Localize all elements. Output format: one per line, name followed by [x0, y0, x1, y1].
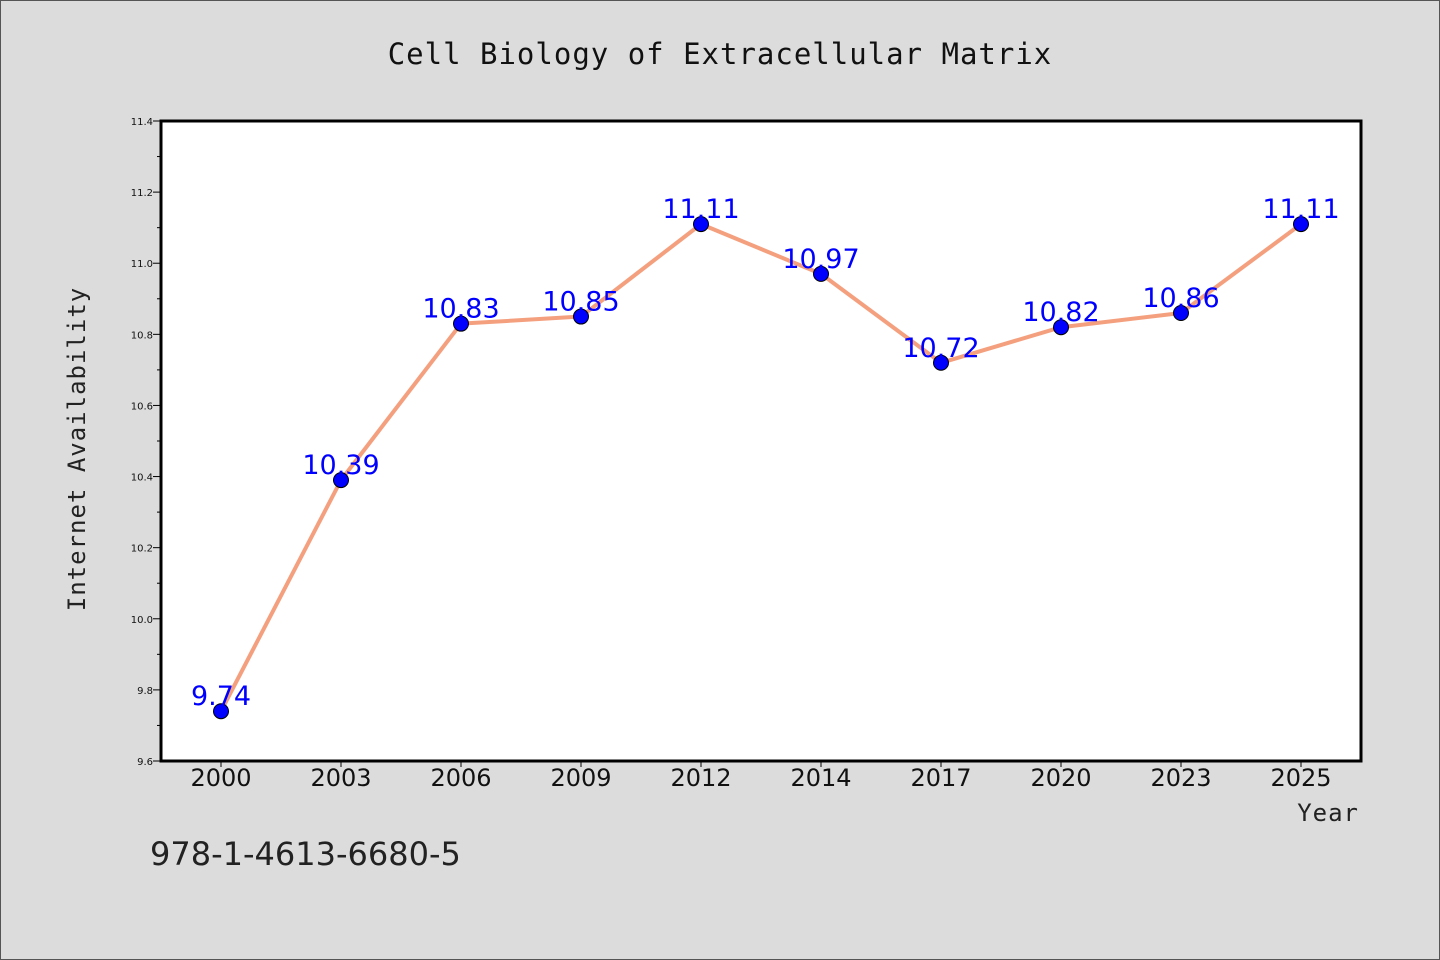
- chart-title: Cell Biology of Extracellular Matrix: [388, 37, 1053, 71]
- data-point: [333, 472, 349, 489]
- series-line: [219, 222, 1303, 714]
- data-label: 10.39: [302, 450, 379, 481]
- y-axis-label: Internet Availability: [63, 287, 91, 611]
- data-label: 10.72: [902, 333, 979, 364]
- data-labels: 9.74 10.39 10.83 10.85 11.11 10.97 10.72 10.82 1…: [191, 194, 1340, 712]
- y-tick-label: 10.2: [131, 544, 153, 555]
- y-tick-label: 10.8: [131, 330, 153, 341]
- x-tick-label: 2000: [190, 764, 251, 792]
- y-axis-ticks: 9.6 9.8 10.0 10.2 10.4 10.6 10.8 11.0 11.2 11.4: [131, 117, 161, 768]
- data-label: 10.82: [1022, 297, 1099, 328]
- y-tick-label: 11.0: [131, 259, 153, 270]
- data-label: 10.83: [422, 294, 499, 325]
- y-tick-label: 9.6: [137, 757, 153, 768]
- x-tick-label: 2012: [670, 764, 731, 792]
- x-tick-label: 2009: [550, 764, 611, 792]
- data-point: [1173, 305, 1189, 321]
- data-point: [1053, 319, 1069, 336]
- data-point: [813, 265, 829, 282]
- x-tick-label: 2017: [910, 764, 971, 792]
- x-axis-ticks: 2000 2003 2006 2009 2012 2014 2017 2020 2023 2025: [190, 761, 1332, 792]
- data-label: 11.11: [662, 194, 739, 225]
- data-label: 9.74: [191, 681, 251, 712]
- x-tick-label: 2006: [430, 764, 491, 792]
- isbn-footer: 978-1-4613-6680-5: [150, 835, 461, 873]
- data-point: [933, 354, 949, 371]
- y-tick-label: 11.2: [131, 188, 153, 199]
- y-tick-label: 11.4: [131, 117, 153, 128]
- plot-area: [159, 119, 1363, 763]
- x-tick-label: 2023: [1150, 764, 1211, 792]
- y-tick-label: 9.8: [137, 686, 153, 697]
- data-label: 10.85: [542, 287, 619, 318]
- x-tick-label: 2020: [1030, 764, 1091, 792]
- x-tick-label: 2025: [1270, 764, 1331, 792]
- data-label: 11.11: [1262, 194, 1339, 225]
- data-point: [693, 216, 709, 233]
- y-tick-label: 10.4: [131, 473, 153, 484]
- x-axis-label: Year: [1297, 799, 1359, 827]
- data-label: 10.97: [782, 244, 859, 275]
- series-line-group: [213, 216, 1309, 720]
- data-point: [213, 703, 229, 720]
- data-point: [573, 308, 589, 325]
- x-tick-label: 2014: [790, 764, 851, 792]
- y-tick-label: 10.0: [131, 615, 153, 626]
- data-point: [453, 315, 469, 332]
- data-point: [1293, 216, 1309, 233]
- x-tick-label: 2003: [310, 764, 371, 792]
- data-label: 10.86: [1142, 283, 1219, 314]
- y-tick-label: 10.6: [131, 401, 153, 412]
